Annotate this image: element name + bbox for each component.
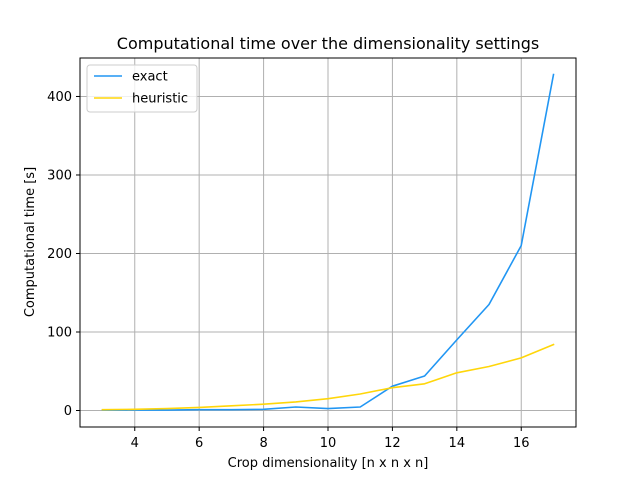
x-tick-label: 8: [259, 436, 267, 451]
series-lines: [101, 73, 555, 411]
x-tick-label: 14: [449, 436, 466, 451]
y-tick-label: 300: [47, 168, 72, 183]
legend-label-heuristic: heuristic: [132, 92, 188, 107]
legend: exact heuristic: [86, 64, 198, 113]
plot-area: [79, 57, 577, 428]
y-tick-label: 200: [47, 247, 72, 262]
y-tick-label: 100: [47, 326, 72, 341]
y-tick-label: 400: [47, 90, 72, 105]
x-tick-label: 6: [195, 436, 203, 451]
y-tick-label: 0: [64, 404, 72, 419]
x-tick-label: 12: [384, 436, 401, 451]
x-axis-ticks: 4 6 8 10 12 14 16: [131, 427, 530, 451]
x-tick-label: 16: [513, 436, 530, 451]
x-tick-label: 4: [131, 436, 139, 451]
y-axis-ticks: 0 100 200 300 400: [47, 90, 80, 419]
chart-title: Computational time over the dimensionali…: [117, 34, 539, 53]
legend-label-exact: exact: [132, 70, 168, 85]
x-axis-label: Crop dimensionality [n x n x n]: [228, 456, 429, 471]
series-line-heuristic: [101, 343, 555, 411]
x-tick-label: 10: [320, 436, 337, 451]
y-axis-label: Computational time [s]: [23, 167, 38, 317]
series-line-exact: [101, 73, 555, 411]
